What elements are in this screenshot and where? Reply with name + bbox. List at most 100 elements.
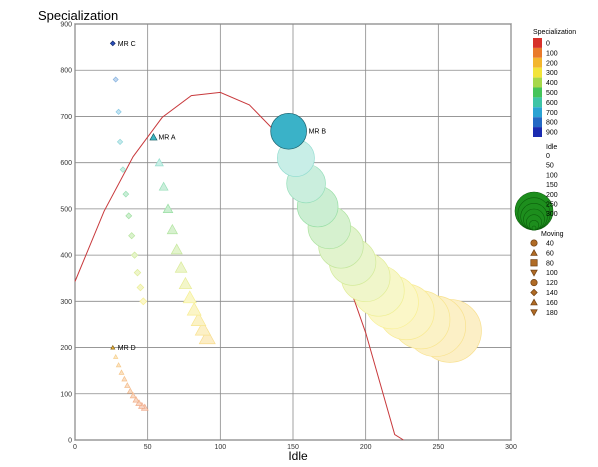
x-tick-label: 300 — [505, 444, 517, 451]
legend-specialization: Specialization 0 100 200 300 400 500 600 700 800 9… — [533, 29, 576, 137]
data-point-mr-a — [158, 181, 169, 191]
legend-label: 300 — [546, 211, 558, 218]
series-label: MR C — [118, 41, 136, 48]
legend-color-swatch — [533, 77, 542, 88]
legend-label: 80 — [546, 260, 554, 267]
x-axis-ticks: 0 50 100 150 200 250 300 — [73, 444, 517, 451]
data-point-mr-c — [136, 283, 145, 292]
data-point-mr-d — [126, 387, 134, 394]
legend-shape-marker — [530, 269, 538, 277]
data-points — [109, 40, 482, 411]
legend-idle: Idle 0 50 100 150 200 250 300 — [514, 144, 558, 231]
data-point-mr-d — [132, 396, 140, 403]
chart-title: Specialization — [38, 8, 118, 23]
data-point-mr-a — [162, 203, 174, 213]
legend-color-swatch — [533, 97, 542, 108]
series-label: MR A — [158, 135, 175, 142]
legend-color-swatch — [533, 67, 542, 78]
legend-label: 180 — [546, 310, 558, 317]
data-point-mr-c — [119, 166, 127, 173]
legend-label: 900 — [546, 130, 558, 137]
legend-label: 200 — [546, 192, 558, 199]
y-tick-label: 700 — [60, 114, 72, 121]
data-point-mr-d — [115, 362, 122, 368]
data-point-mr-c — [115, 108, 122, 115]
data-point-mr-c — [139, 297, 148, 306]
legend-color-swatch — [533, 47, 542, 58]
data-point-mr-b — [270, 112, 307, 150]
legend-shape-marker — [530, 248, 538, 256]
data-point-mr-c — [128, 232, 136, 240]
legend-color-swatch — [533, 38, 542, 48]
legend-title: Moving — [541, 231, 564, 238]
legend-moving: Moving 40 60 80 100 120 140 160 180 — [530, 231, 564, 317]
legend-label: 200 — [546, 60, 558, 67]
data-point-mr-a — [190, 311, 207, 326]
data-point-mr-a — [170, 243, 183, 255]
data-point-mr-c — [112, 76, 119, 83]
data-point-mr-d — [110, 344, 116, 350]
legend-label: 500 — [546, 90, 558, 97]
legend-label: 100 — [546, 50, 558, 57]
legend-color-swatch — [533, 87, 542, 98]
data-point-mr-a — [154, 157, 164, 167]
legend-label: 700 — [546, 110, 558, 117]
x-axis-label: Idle — [288, 449, 308, 463]
legend-label: 40 — [546, 241, 554, 248]
legend-color-swatch — [533, 57, 542, 68]
data-point-mr-d — [129, 392, 137, 399]
x-tick-label: 0 — [73, 444, 77, 451]
data-point-mr-a — [178, 276, 193, 290]
y-tick-label: 400 — [60, 253, 72, 260]
data-point-mr-c — [109, 40, 116, 47]
fit-curve — [74, 91, 404, 441]
legend-label: 400 — [546, 80, 558, 87]
legend-title: Idle — [546, 144, 557, 151]
data-point-mr-d — [112, 353, 119, 359]
legend-label: 50 — [546, 163, 554, 170]
series-label: MR B — [309, 129, 327, 136]
data-point-mr-c — [130, 251, 139, 259]
legend-shape-marker — [530, 239, 538, 247]
legend-label: 60 — [546, 250, 554, 257]
legend-size-circle — [531, 225, 537, 231]
y-tick-label: 200 — [60, 345, 72, 352]
series-labels: MR C MR A MR B MR D — [118, 41, 327, 352]
data-point-mr-d — [135, 399, 143, 406]
legend-color-swatch — [533, 107, 542, 118]
legend-label: 120 — [546, 280, 558, 287]
series-label: MR D — [118, 345, 136, 352]
legend-color-swatch — [533, 127, 542, 137]
y-tick-label: 900 — [60, 22, 72, 29]
x-tick-label: 250 — [432, 444, 444, 451]
x-tick-label: 50 — [144, 444, 152, 451]
data-point-mr-c — [125, 212, 133, 220]
legend-label: 600 — [546, 100, 558, 107]
y-tick-label: 300 — [60, 299, 72, 306]
grid — [74, 23, 512, 441]
data-point-mr-a — [149, 133, 158, 141]
data-point-mr-d — [124, 382, 131, 388]
y-axis-ticks: 0 100 200 300 400 500 600 700 800 900 — [60, 22, 72, 445]
y-tick-label: 0 — [68, 438, 72, 445]
data-point-mr-a — [186, 302, 202, 316]
legend-label: 250 — [546, 202, 558, 209]
data-point-mr-a — [166, 223, 179, 235]
legend-shape-marker — [530, 279, 538, 287]
y-tick-label: 600 — [60, 160, 72, 167]
data-point-mr-c — [122, 190, 130, 198]
legend-shape-marker — [530, 259, 538, 267]
legend-shape-marker — [530, 309, 538, 317]
data-point-mr-c — [133, 268, 142, 277]
x-tick-label: 100 — [214, 444, 226, 451]
legend-label: 150 — [546, 182, 558, 189]
legend-label: 160 — [546, 300, 558, 307]
legend-title: Specialization — [533, 29, 576, 36]
data-point-mr-a — [182, 290, 197, 304]
legend-label: 100 — [546, 172, 558, 179]
legend-label: 0 — [546, 153, 550, 160]
y-tick-label: 500 — [60, 206, 72, 213]
data-point-mr-d — [121, 375, 128, 382]
x-tick-label: 200 — [360, 444, 372, 451]
